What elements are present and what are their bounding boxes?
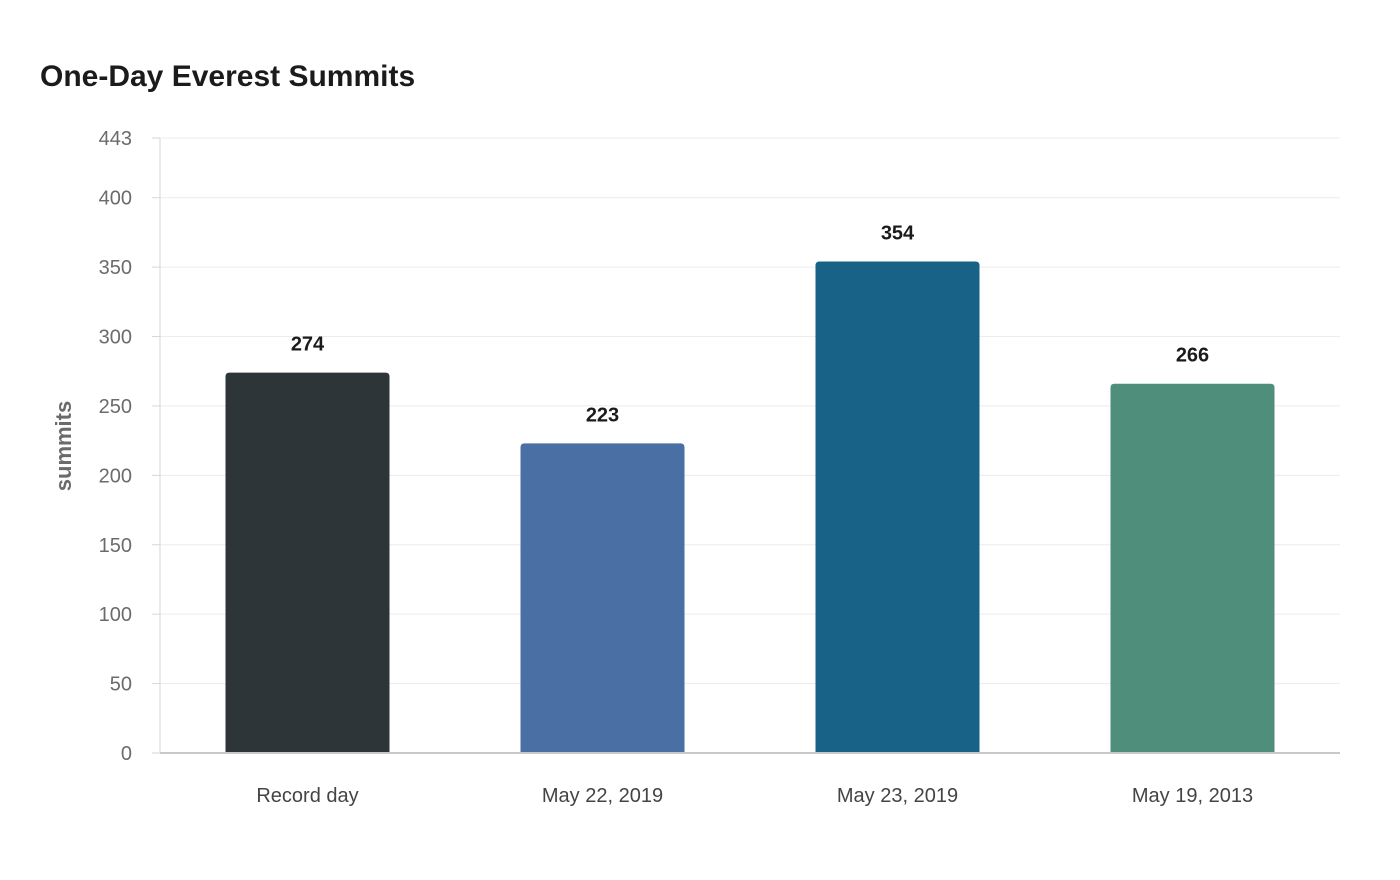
bar [520, 443, 685, 753]
y-tick-label: 200 [99, 465, 132, 487]
y-tick-label: 443 [99, 128, 132, 150]
y-axis-ticks: 0 50 100 150 200 250 300 350 400 443 [99, 128, 160, 765]
x-tick-label: Record day [256, 785, 358, 807]
y-tick-label: 100 [99, 604, 132, 626]
x-axis-labels: Record day May 22, 2019 May 23, 2019 May 19… [256, 785, 1253, 807]
bar-value-label: 354 [881, 223, 915, 245]
x-tick-label: May 22, 2019 [542, 785, 663, 807]
x-tick-label: May 23, 2019 [837, 785, 958, 807]
y-tick-label: 250 [99, 396, 132, 418]
bar [225, 372, 390, 753]
y-axis-label: summits [51, 401, 76, 491]
bar-value-label: 274 [291, 334, 325, 356]
y-tick-label: 350 [99, 257, 132, 279]
bar-value-label: 266 [1176, 345, 1209, 367]
bar [815, 261, 980, 753]
y-tick-label: 150 [99, 535, 132, 557]
bar [1110, 383, 1275, 753]
y-tick-label: 0 [121, 743, 132, 765]
y-tick-label: 300 [99, 327, 132, 349]
value-labels: 274 223 354 266 [291, 223, 1209, 427]
y-tick-label: 50 [110, 674, 132, 696]
y-tick-label: 400 [99, 188, 132, 210]
x-tick-label: May 19, 2013 [1132, 785, 1253, 807]
chart-title: One-Day Everest Summits [40, 60, 416, 93]
bar-value-label: 223 [586, 404, 619, 426]
bars [225, 261, 1275, 753]
